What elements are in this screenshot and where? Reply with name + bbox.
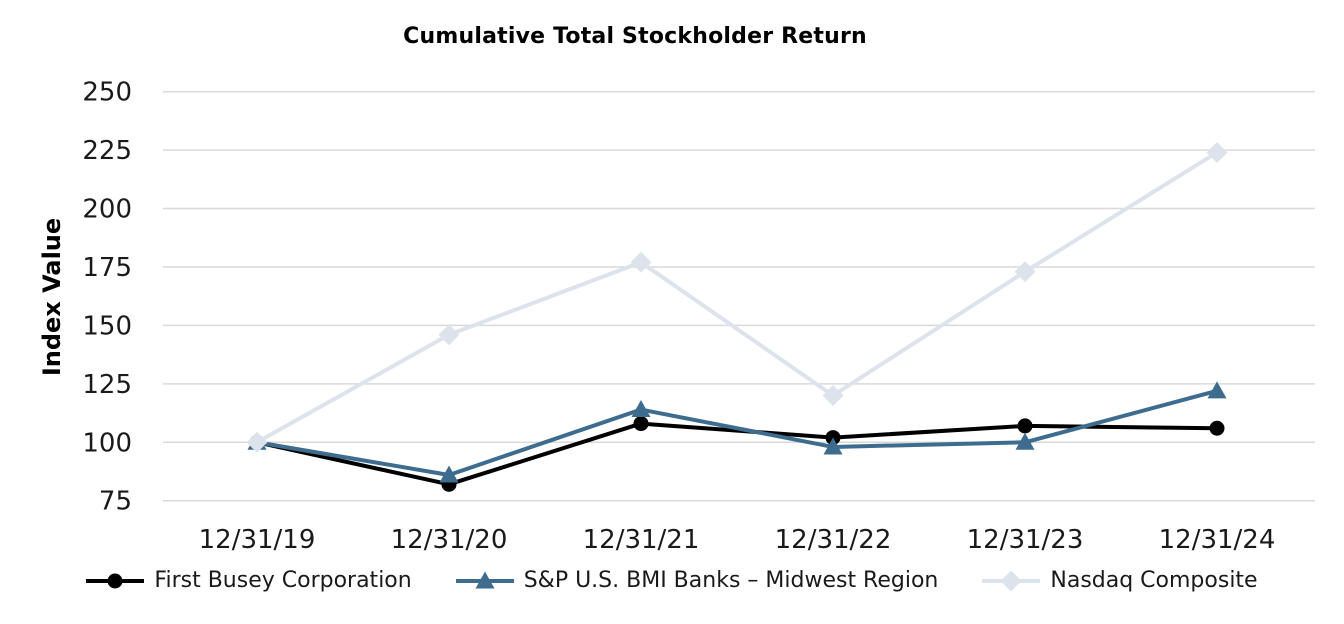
chart-legend: First Busey Corporation S&P U.S. BMI Bank… (0, 568, 1344, 593)
diamond-marker-icon (1014, 261, 1036, 283)
diamond-marker-icon (246, 431, 268, 453)
y-tick-label: 125 (82, 370, 132, 400)
x-axis-ticks: 12/31/19 12/31/20 12/31/21 12/31/22 12/31/23… (199, 525, 1276, 555)
y-tick-label: 225 (82, 136, 132, 166)
x-tick-label: 12/31/24 (1159, 525, 1276, 555)
legend-label: S&P U.S. BMI Banks – Midwest Region (523, 568, 939, 593)
diamond-marker-icon (822, 385, 844, 407)
legend-label: Nasdaq Composite (1050, 568, 1258, 593)
y-tick-label: 150 (82, 311, 132, 341)
x-tick-label: 12/31/20 (391, 525, 508, 555)
circle-marker-icon (633, 416, 649, 432)
x-tick-label: 12/31/21 (583, 525, 700, 555)
legend-item-s-p-u-s-bmi-banks-midwest-region: S&P U.S. BMI Banks – Midwest Region (455, 568, 939, 593)
triangle-marker-icon (1207, 381, 1227, 399)
y-tick-label: 175 (82, 253, 132, 283)
series-nasdaq-composite (246, 141, 1228, 453)
series-line-s-p-u-s-bmi-banks-midwest-region (255, 388, 1219, 477)
x-tick-label: 12/31/23 (967, 525, 1084, 555)
series-line-nasdaq-composite (255, 150, 1219, 445)
gridlines (163, 90, 1315, 502)
y-tick-label: 200 (82, 195, 132, 225)
legend-item-first-busey-corporation: First Busey Corporation (86, 568, 412, 593)
diamond-marker-icon (1000, 570, 1022, 591)
diamond-marker-icon (438, 324, 460, 346)
triangle-marker-icon (823, 437, 843, 455)
y-axis-ticks: 250 225 200 175 150 125 100 75 (82, 78, 132, 517)
circle-marker-icon (1209, 420, 1225, 436)
legend-label: First Busey Corporation (154, 568, 412, 593)
legend-swatch (455, 571, 514, 588)
triangle-marker-icon (439, 465, 459, 483)
triangle-marker-icon (475, 571, 495, 588)
diamond-marker-icon (630, 251, 652, 273)
triangle-marker-icon (1015, 432, 1035, 450)
circle-marker-icon (1017, 418, 1033, 434)
chart-title: Cumulative Total Stockholder Return (403, 24, 867, 49)
y-tick-label: 250 (82, 78, 132, 108)
x-tick-label: 12/31/19 (199, 525, 316, 555)
y-tick-label: 75 (99, 487, 132, 517)
x-tick-label: 12/31/22 (775, 525, 892, 555)
legend-item-nasdaq-composite: Nasdaq Composite (982, 568, 1258, 593)
y-tick-label: 100 (82, 428, 132, 458)
legend-swatch (86, 573, 145, 588)
legend-swatch (982, 570, 1041, 591)
triangle-marker-icon (631, 400, 651, 418)
series-line-first-busey-corporation (255, 421, 1219, 487)
diamond-marker-icon (1206, 141, 1228, 163)
circle-marker-icon (107, 573, 123, 588)
